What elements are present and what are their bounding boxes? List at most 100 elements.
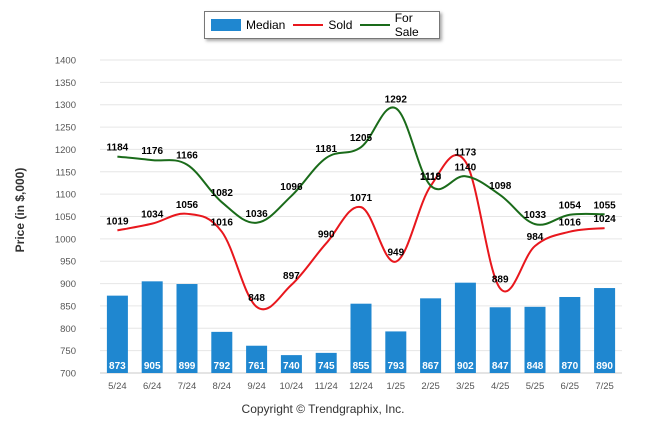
x-tick-label: 5/24 — [108, 381, 127, 392]
median-bar-label: 873 — [109, 361, 126, 372]
median-bar — [211, 331, 233, 373]
forsale-line — [117, 106, 605, 226]
forsale-point-label: 1292 — [385, 94, 408, 105]
y-tick-label: 1400 — [55, 56, 76, 67]
sold-point-label: 1019 — [106, 216, 129, 227]
median-bar-label: 847 — [492, 361, 509, 372]
median-bar — [350, 303, 372, 373]
sold-point-label: 1016 — [559, 218, 582, 229]
y-axis-label: Price (in $,000) — [13, 167, 27, 253]
sold-point-label: 949 — [387, 248, 404, 259]
median-bar — [106, 295, 128, 373]
median-bar-label: 902 — [457, 361, 474, 372]
median-bar-label: 855 — [353, 361, 370, 372]
x-tick-label: 11/24 — [315, 381, 338, 392]
legend-item-median: Median — [211, 18, 285, 32]
forsale-point-label: 1055 — [593, 200, 616, 211]
median-bar — [385, 331, 407, 373]
median-bar — [246, 345, 268, 373]
y-tick-label: 1350 — [55, 78, 76, 89]
sold-point-label: 897 — [283, 271, 300, 282]
legend-label-median: Median — [246, 18, 286, 32]
median-bar — [141, 281, 163, 373]
legend-label-sold: Sold — [328, 18, 353, 32]
forsale-point-label: 1176 — [141, 146, 163, 157]
legend-label-forsale: For Sale — [394, 11, 419, 39]
median-bar-label: 745 — [318, 361, 335, 372]
median-bar — [315, 352, 337, 373]
forsale-point-label: 1140 — [455, 162, 477, 173]
median-bar-label: 899 — [179, 361, 196, 372]
median-bar-label: 792 — [213, 361, 230, 372]
y-tick-label: 950 — [60, 257, 76, 268]
median-bar-label: 848 — [527, 361, 544, 372]
x-tick-label: 8/24 — [213, 381, 232, 392]
forsale-point-label: 1205 — [350, 133, 373, 144]
y-tick-label: 1150 — [56, 167, 76, 178]
forsale-point-label: 1082 — [211, 188, 234, 199]
median-bar — [280, 355, 302, 373]
median-bar-label: 905 — [144, 361, 161, 372]
median-bar — [559, 296, 581, 373]
median-bar — [176, 284, 198, 373]
median-bar — [594, 288, 616, 373]
median-bar-label: 740 — [283, 361, 300, 372]
legend-swatch-median — [211, 19, 241, 31]
x-tick-label: 6/24 — [143, 381, 162, 392]
legend-item-forsale: For Sale — [360, 11, 439, 39]
sold-point-label: 1056 — [176, 200, 199, 211]
median-bar-label: 793 — [387, 361, 404, 372]
x-tick-label: 5/25 — [526, 381, 545, 392]
sold-line — [117, 154, 605, 311]
forsale-point-label: 1119 — [420, 172, 442, 183]
forsale-point-label: 1096 — [280, 182, 303, 193]
median-bar — [420, 298, 442, 373]
sold-point-label: 1016 — [211, 218, 234, 229]
median-bar-label: 761 — [248, 361, 265, 372]
median-bar — [489, 307, 511, 373]
sold-point-label: 1024 — [593, 214, 616, 225]
y-tick-label: 800 — [60, 324, 76, 335]
y-tick-label: 900 — [60, 279, 76, 290]
forsale-point-label: 1033 — [524, 210, 547, 221]
forsale-point-label: 1184 — [107, 143, 129, 154]
forsale-point-label: 1181 — [315, 144, 337, 155]
y-tick-label: 1300 — [55, 100, 76, 111]
y-tick-label: 1100 — [56, 190, 76, 201]
x-tick-label: 4/25 — [491, 381, 510, 392]
sold-point-label: 1173 — [455, 148, 477, 159]
median-bar-label: 890 — [596, 361, 613, 372]
y-tick-label: 1000 — [55, 234, 76, 245]
x-tick-label: 12/24 — [349, 381, 373, 392]
x-tick-label: 6/25 — [561, 381, 580, 392]
y-tick-label: 1250 — [55, 123, 76, 134]
median-bar — [454, 282, 476, 373]
sold-point-label: 889 — [492, 274, 509, 285]
x-tick-label: 9/24 — [247, 381, 266, 392]
x-tick-label: 7/24 — [178, 381, 197, 392]
median-bar-label: 867 — [422, 361, 439, 372]
x-tick-label: 1/25 — [387, 381, 406, 392]
copyright-text: Copyright © Trendgraphix, Inc. — [241, 402, 405, 416]
legend: Median Sold For Sale — [204, 11, 440, 39]
y-tick-label: 1050 — [55, 212, 76, 223]
x-tick-label: 2/25 — [421, 381, 440, 392]
sold-point-label: 990 — [318, 229, 335, 240]
y-tick-label: 1200 — [55, 145, 76, 156]
x-tick-label: 3/25 — [456, 381, 475, 392]
median-bar-label: 870 — [561, 361, 578, 372]
y-tick-label: 750 — [60, 346, 76, 357]
sold-point-label: 848 — [248, 293, 265, 304]
sold-point-label: 1118 — [420, 172, 442, 183]
y-tick-label: 850 — [60, 301, 76, 312]
sold-point-label: 984 — [527, 232, 544, 243]
legend-swatch-forsale — [360, 24, 390, 26]
forsale-point-label: 1054 — [559, 201, 582, 212]
median-bar — [524, 306, 546, 373]
x-tick-label: 7/25 — [595, 381, 614, 392]
y-tick-label: 700 — [60, 369, 76, 380]
forsale-point-label: 1166 — [176, 151, 198, 162]
forsale-point-label: 1036 — [245, 209, 268, 220]
